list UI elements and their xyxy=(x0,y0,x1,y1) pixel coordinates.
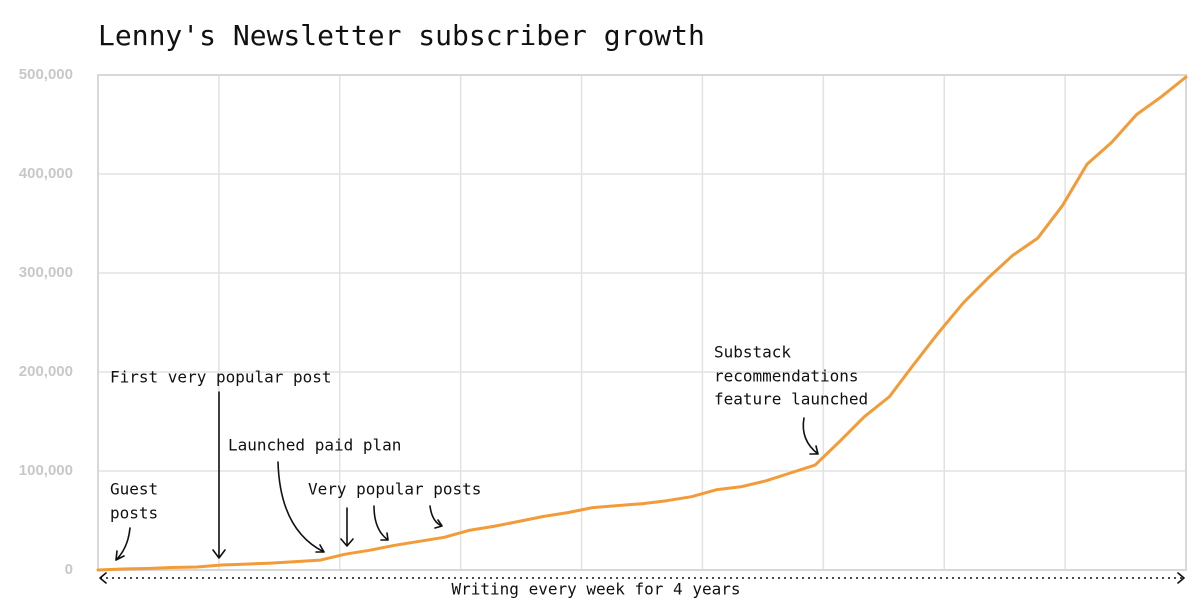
annotation: posts xyxy=(110,504,158,523)
arrow xyxy=(212,391,226,559)
plot xyxy=(96,75,1188,572)
grid xyxy=(98,74,1186,571)
annotation: feature launched xyxy=(714,390,868,409)
arrow xyxy=(429,505,443,529)
arrow xyxy=(277,461,325,553)
annotation: Launched paid plan xyxy=(228,436,401,455)
y-tick-label: 0 xyxy=(65,561,73,578)
arrow xyxy=(115,527,131,561)
y-tick-label: 200,000 xyxy=(19,363,73,380)
y-tick-label: 400,000 xyxy=(19,165,73,182)
y-tick-label: 100,000 xyxy=(19,462,73,479)
annotation: Very popular posts xyxy=(308,480,481,499)
arrow xyxy=(99,572,1185,584)
arrow xyxy=(802,417,819,455)
annotation: recommendations xyxy=(714,367,859,386)
chart-title: Lenny's Newsletter subscriber growth xyxy=(98,19,705,52)
arrow xyxy=(373,505,389,541)
arrow xyxy=(340,507,354,547)
y-tick-label: 500,000 xyxy=(19,66,73,83)
annotation: First very popular post xyxy=(110,368,332,387)
label-bg xyxy=(436,580,756,600)
annotation: Substack xyxy=(714,343,791,362)
annotation: Guest xyxy=(110,480,158,499)
plot-frame xyxy=(97,74,1187,571)
series-line xyxy=(96,75,1188,572)
x-axis-label: Writing every week for 4 years xyxy=(452,580,741,599)
y-tick-label: 300,000 xyxy=(19,264,73,281)
